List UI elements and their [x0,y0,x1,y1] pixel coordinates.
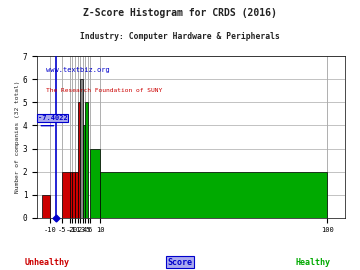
Text: Industry: Computer Hardware & Peripherals: Industry: Computer Hardware & Peripheral… [80,32,280,41]
Text: -7.4022: -7.4022 [38,115,67,121]
Text: Healthy: Healthy [296,258,331,266]
Bar [100,171,327,218]
Bar [42,195,50,218]
Bar [77,102,80,218]
Text: Unhealthy: Unhealthy [24,258,69,266]
Bar [75,171,77,218]
Bar [82,126,85,218]
Y-axis label: Number of companies (32 total): Number of companies (32 total) [15,81,20,193]
Bar [70,171,72,218]
Bar [85,102,87,218]
Text: The Research Foundation of SUNY: The Research Foundation of SUNY [46,88,163,93]
Bar [62,171,70,218]
Text: Score: Score [167,258,193,266]
Bar [72,171,75,218]
Text: Z-Score Histogram for CRDS (2016): Z-Score Histogram for CRDS (2016) [83,8,277,18]
Text: www.textbiz.org: www.textbiz.org [46,68,110,73]
Bar [80,79,82,218]
Bar [90,148,100,218]
